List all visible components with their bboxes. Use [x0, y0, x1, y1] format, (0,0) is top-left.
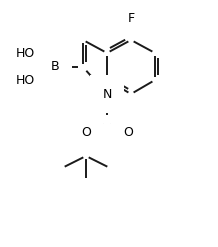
Text: HO: HO [16, 74, 35, 86]
Text: O: O [123, 125, 133, 139]
Text: O: O [81, 125, 91, 139]
Text: N: N [102, 87, 112, 101]
Text: HO: HO [16, 47, 35, 61]
Text: F: F [128, 13, 135, 25]
Text: B: B [51, 61, 59, 74]
